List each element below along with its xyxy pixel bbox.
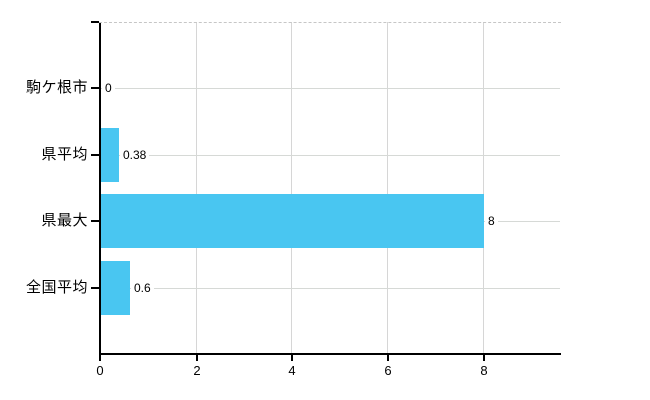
gridline-vertical <box>387 22 388 353</box>
category-tick <box>91 220 99 222</box>
bar-県平均 <box>101 128 119 182</box>
bar-全国平均 <box>101 261 130 315</box>
gridline-horizontal <box>101 155 560 156</box>
plot-top-border <box>99 22 561 23</box>
gridline-vertical <box>483 22 484 353</box>
value-label: 0.6 <box>131 280 154 296</box>
category-tick <box>91 87 99 89</box>
x-tick-label: 6 <box>384 363 392 378</box>
x-tick-label: 0 <box>96 363 104 378</box>
category-tick <box>91 154 99 156</box>
value-label: 8 <box>485 213 498 229</box>
x-axis-tick <box>99 355 101 361</box>
value-label: 0.38 <box>120 147 150 163</box>
gridline-vertical <box>291 22 292 353</box>
y-axis-top-tick <box>91 21 99 23</box>
category-label: 駒ケ根市 <box>25 79 88 96</box>
x-tick-label: 4 <box>288 363 296 378</box>
x-tick-label: 2 <box>193 363 201 378</box>
gridline-horizontal <box>101 88 560 89</box>
category-label: 県最大 <box>41 212 88 229</box>
gridline-vertical <box>196 22 197 353</box>
x-axis <box>99 353 561 355</box>
category-label: 県平均 <box>41 146 88 163</box>
x-axis-tick <box>483 355 485 361</box>
x-axis-tick <box>291 355 293 361</box>
category-label: 全国平均 <box>25 279 88 296</box>
x-axis-tick <box>387 355 389 361</box>
bar-県最大 <box>101 194 484 248</box>
category-tick <box>91 287 99 289</box>
x-tick-label: 8 <box>480 363 488 378</box>
gridline-horizontal <box>101 288 560 289</box>
value-label: 0 <box>102 80 115 96</box>
y-axis <box>99 22 101 355</box>
x-axis-tick <box>196 355 198 361</box>
